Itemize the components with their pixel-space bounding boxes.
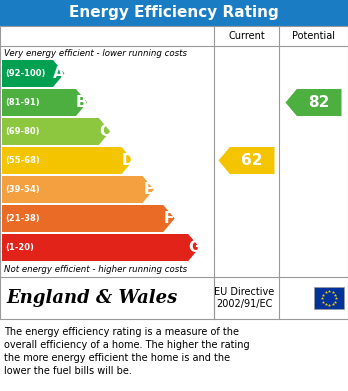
Text: (81-91): (81-91) xyxy=(5,98,40,107)
Polygon shape xyxy=(2,118,110,145)
Text: (55-68): (55-68) xyxy=(5,156,40,165)
Polygon shape xyxy=(2,147,133,174)
Text: (21-38): (21-38) xyxy=(5,214,40,223)
Text: (39-54): (39-54) xyxy=(5,185,40,194)
Text: (69-80): (69-80) xyxy=(5,127,40,136)
Text: C: C xyxy=(99,124,110,139)
Bar xyxy=(0,26,348,319)
Text: Energy Efficiency Rating: Energy Efficiency Rating xyxy=(69,5,279,20)
Text: D: D xyxy=(121,153,134,168)
Text: (1-20): (1-20) xyxy=(5,243,34,252)
Text: 2002/91/EC: 2002/91/EC xyxy=(216,299,272,309)
Text: EU Directive: EU Directive xyxy=(214,287,274,297)
Text: F: F xyxy=(164,211,174,226)
Bar xyxy=(0,0,348,26)
Polygon shape xyxy=(219,147,275,174)
Text: 62: 62 xyxy=(242,153,263,168)
Text: Very energy efficient - lower running costs: Very energy efficient - lower running co… xyxy=(4,48,187,57)
Text: G: G xyxy=(188,240,200,255)
Text: A: A xyxy=(53,66,65,81)
Text: E: E xyxy=(143,182,153,197)
Text: Current: Current xyxy=(228,31,265,41)
Text: 82: 82 xyxy=(308,95,330,110)
Polygon shape xyxy=(2,234,200,261)
Polygon shape xyxy=(2,205,175,232)
Text: (92-100): (92-100) xyxy=(5,69,45,78)
Polygon shape xyxy=(285,89,341,116)
Text: Not energy efficient - higher running costs: Not energy efficient - higher running co… xyxy=(4,265,187,274)
Text: B: B xyxy=(76,95,88,110)
Bar xyxy=(314,287,344,309)
Text: Potential: Potential xyxy=(292,31,335,41)
Polygon shape xyxy=(2,176,154,203)
Polygon shape xyxy=(2,60,64,87)
Polygon shape xyxy=(2,89,87,116)
Text: The energy efficiency rating is a measure of the
overall efficiency of a home. T: The energy efficiency rating is a measur… xyxy=(4,326,250,376)
Text: England & Wales: England & Wales xyxy=(6,289,177,307)
